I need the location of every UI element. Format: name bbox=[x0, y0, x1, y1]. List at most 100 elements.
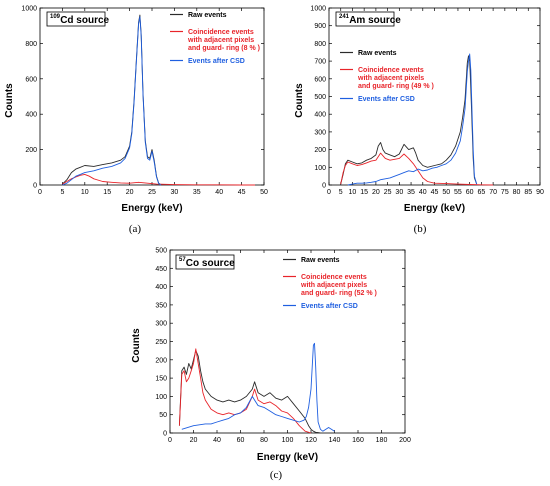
y-tick-label: 800 bbox=[25, 41, 37, 48]
y-tick-label: 100 bbox=[314, 165, 326, 172]
x-tick-label: 5 bbox=[339, 189, 343, 196]
x-tick-label: 90 bbox=[536, 189, 544, 196]
x-tick-label: 0 bbox=[168, 437, 172, 444]
x-tick-label: 40 bbox=[215, 189, 223, 196]
x-tick-label: 30 bbox=[171, 189, 179, 196]
x-tick-label: 160 bbox=[352, 437, 364, 444]
y-tick-label: 150 bbox=[155, 376, 167, 383]
legend-label-2: Coincidence events bbox=[301, 274, 367, 281]
x-tick-label: 15 bbox=[360, 189, 368, 196]
y-tick-label: 200 bbox=[314, 147, 326, 154]
source-mass-number: 57 bbox=[179, 257, 186, 263]
source-label: 57 Co source bbox=[175, 254, 235, 270]
series-line-1 bbox=[178, 350, 321, 434]
y-tick-label: 400 bbox=[314, 112, 326, 119]
legend-label-1: Raw events bbox=[301, 257, 340, 264]
y-tick-label: 350 bbox=[155, 302, 167, 309]
source-label-box bbox=[175, 254, 235, 270]
x-tick-label: 20 bbox=[372, 189, 380, 196]
legend-label-2: Coincidence events bbox=[358, 67, 424, 74]
source-label: 241 Am source bbox=[335, 11, 401, 27]
x-tick-label: 55 bbox=[454, 189, 462, 196]
y-tick-label: 200 bbox=[25, 147, 37, 154]
chart-panel-2: 0 5 10 15 20 25 30 35 40 45 50 55 60 65 70 75 80 85 900100… bbox=[294, 6, 544, 236]
x-tick-label: 30 bbox=[395, 189, 403, 196]
plot-frame bbox=[39, 7, 265, 186]
y-tick-label: 300 bbox=[314, 129, 326, 136]
y-tick-label: 700 bbox=[314, 59, 326, 66]
x-tick-label: 35 bbox=[407, 189, 415, 196]
y-tick-label: 1000 bbox=[310, 6, 326, 13]
plot-frame bbox=[169, 249, 406, 434]
x-tick-label: 10 bbox=[349, 189, 357, 196]
x-tick-label: 20 bbox=[126, 189, 134, 196]
series-line-3 bbox=[181, 342, 335, 432]
y-tick-label: 50 bbox=[159, 412, 167, 419]
legend-label-2: with adjacent pixels bbox=[300, 282, 367, 289]
y-tick-label: 0 bbox=[322, 183, 326, 190]
x-tick-label: 50 bbox=[442, 189, 450, 196]
source-label-box bbox=[335, 11, 395, 27]
x-axis-label: Energy (keV) bbox=[121, 203, 182, 214]
x-tick-label: 65 bbox=[477, 189, 485, 196]
y-tick-label: 0 bbox=[33, 183, 37, 190]
legend-label-2: and guard- ring (52 % ) bbox=[301, 290, 377, 297]
y-axis-label: Counts bbox=[294, 83, 305, 118]
x-tick-label: 35 bbox=[193, 189, 201, 196]
x-tick-label: 80 bbox=[513, 189, 521, 196]
panel-caption: (a) bbox=[129, 223, 142, 235]
series-line-3 bbox=[347, 53, 478, 186]
x-tick-label: 75 bbox=[501, 189, 509, 196]
y-tick-label: 450 bbox=[155, 266, 167, 273]
plot-frame bbox=[328, 7, 541, 186]
y-tick-label: 800 bbox=[314, 41, 326, 48]
x-tick-label: 45 bbox=[238, 189, 246, 196]
x-tick-label: 180 bbox=[376, 437, 388, 444]
source-name: Am source bbox=[349, 15, 401, 26]
series-line-2 bbox=[62, 173, 255, 186]
source-name: Cd source bbox=[60, 15, 109, 26]
chart-panel-1: 0 5 10 15 20 25 30 35 40 45 50 0 200 400 600 800 1000 Ene… bbox=[4, 6, 268, 236]
legend-label-2: and guard- ring (8 % ) bbox=[188, 45, 260, 52]
y-tick-label: 400 bbox=[25, 112, 37, 119]
legend-label-3: Events after CSD bbox=[358, 96, 415, 103]
x-axis-label: Energy (keV) bbox=[404, 203, 465, 214]
y-tick-label: 600 bbox=[314, 76, 326, 83]
y-tick-label: 100 bbox=[155, 394, 167, 401]
x-tick-label: 50 bbox=[260, 189, 268, 196]
legend-label-2: and guard- ring (49 % ) bbox=[358, 83, 434, 90]
legend-label-3: Events after CSD bbox=[301, 303, 358, 310]
source-mass-number: 109 bbox=[50, 14, 61, 20]
series-line-3 bbox=[62, 16, 162, 186]
panel-caption: (b) bbox=[414, 223, 427, 235]
x-tick-label: 0 bbox=[38, 189, 42, 196]
x-tick-label: 20 bbox=[190, 437, 198, 444]
source-name: Co source bbox=[186, 258, 235, 269]
y-tick-label: 1000 bbox=[21, 6, 37, 13]
y-tick-label: 600 bbox=[25, 76, 37, 83]
y-tick-label: 500 bbox=[314, 94, 326, 101]
x-tick-label: 40 bbox=[419, 189, 427, 196]
source-mass-number: 241 bbox=[339, 14, 350, 20]
x-tick-label: 5 bbox=[60, 189, 64, 196]
x-tick-label: 70 bbox=[489, 189, 497, 196]
series-line-1 bbox=[340, 55, 478, 185]
series-line-2 bbox=[340, 152, 494, 186]
x-tick-label: 10 bbox=[81, 189, 89, 196]
y-tick-label: 400 bbox=[155, 284, 167, 291]
y-axis-label: Counts bbox=[131, 328, 142, 363]
y-tick-label: 300 bbox=[155, 321, 167, 328]
legend-label-3: Events after CSD bbox=[188, 58, 245, 65]
x-tick-label: 200 bbox=[399, 437, 411, 444]
y-tick-label: 500 bbox=[155, 248, 167, 255]
legend-label-2: Coincidence events bbox=[188, 29, 254, 36]
y-tick-label: 200 bbox=[155, 357, 167, 364]
x-axis-label: Energy (keV) bbox=[257, 452, 318, 463]
y-tick-label: 250 bbox=[155, 339, 167, 346]
source-label-box bbox=[46, 11, 106, 27]
source-label: 109 Cd source bbox=[46, 11, 110, 27]
x-tick-label: 15 bbox=[103, 189, 111, 196]
legend-label-1: Raw events bbox=[358, 50, 397, 57]
x-tick-label: 45 bbox=[431, 189, 439, 196]
